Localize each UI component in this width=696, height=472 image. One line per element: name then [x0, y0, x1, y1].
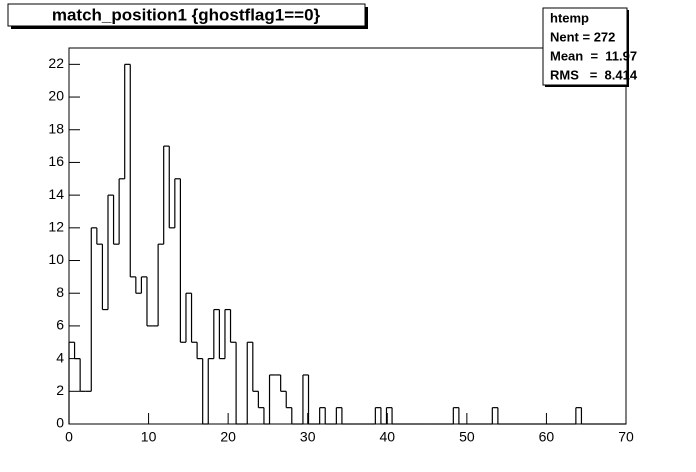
x-tick-label: 40: [379, 429, 395, 445]
y-tick-label: 4: [56, 349, 64, 365]
stats-line: RMS = 8.414: [550, 67, 638, 82]
stats-line: Nent = 272: [550, 29, 615, 44]
y-tick-label: 22: [48, 55, 64, 71]
stats-name: htemp: [550, 10, 589, 25]
y-tick-label: 6: [56, 317, 64, 333]
y-tick-label: 0: [56, 415, 64, 431]
stats-box: [542, 7, 628, 86]
y-tick-label: 14: [48, 186, 64, 202]
y-tick-label: 16: [48, 153, 64, 169]
x-tick-label: 60: [539, 429, 555, 445]
x-tick-label: 0: [65, 429, 73, 445]
x-tick-label: 50: [459, 429, 475, 445]
y-tick-label: 8: [56, 284, 64, 300]
y-tick-label: 18: [48, 120, 64, 136]
frame: [68, 47, 627, 425]
chart-title: match_position1 {ghostflag1==0}: [52, 5, 321, 24]
y-tick-label: 2: [56, 382, 64, 398]
stats-line: Mean = 11.97: [550, 48, 637, 63]
y-tick-label: 12: [48, 219, 64, 235]
y-tick-label: 20: [48, 88, 64, 104]
x-tick-label: 30: [300, 429, 316, 445]
x-tick-label: 10: [141, 429, 157, 445]
y-tick-label: 10: [48, 251, 64, 267]
x-tick-label: 20: [220, 429, 236, 445]
title-box: [7, 3, 366, 27]
x-tick-label: 70: [618, 429, 634, 445]
